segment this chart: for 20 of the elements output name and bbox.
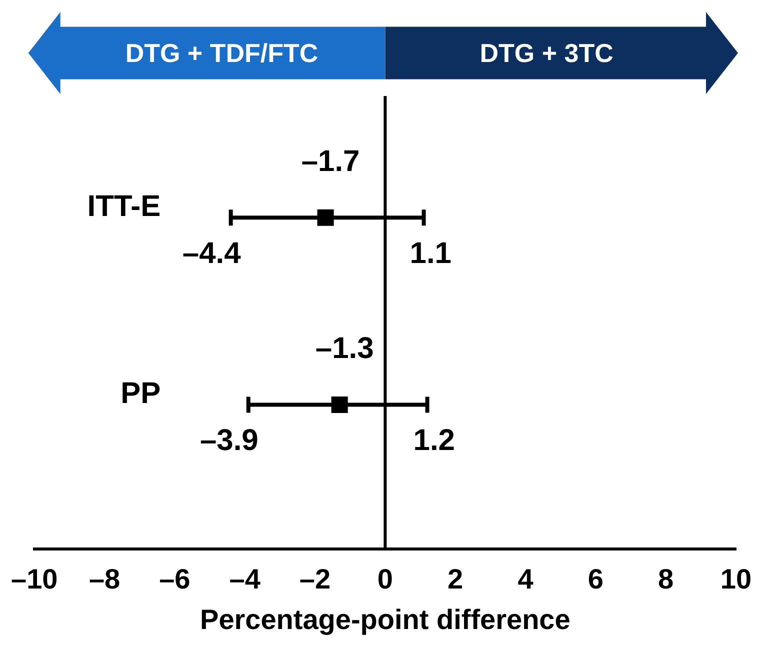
x-tick-label: –4: [229, 563, 261, 594]
x-tick-label: 4: [518, 563, 534, 594]
y-tick-label: PP: [120, 376, 161, 410]
data-label: –1.7: [301, 144, 360, 178]
data-label: –1.3: [315, 332, 374, 365]
x-tick-label: 0: [377, 563, 393, 594]
y-tick-label: ITT-E: [87, 190, 161, 223]
annotation: 1.1: [410, 236, 452, 270]
x-tick-label: 2: [448, 563, 464, 594]
annotation: –3.9: [200, 424, 258, 457]
x-tick-label: 6: [588, 563, 604, 594]
x-tick-label: –8: [88, 563, 120, 594]
annotation: 1.2: [413, 424, 455, 457]
x-tick-label: –10: [11, 563, 58, 594]
x-tick-label: 8: [658, 563, 674, 594]
x-axis-title: Percentage-point difference: [200, 604, 570, 635]
x-tick-label: 10: [720, 563, 752, 594]
x-tick-label: –6: [159, 563, 190, 594]
annotation: –4.4: [182, 236, 242, 270]
x-tick-label: –2: [299, 563, 331, 594]
